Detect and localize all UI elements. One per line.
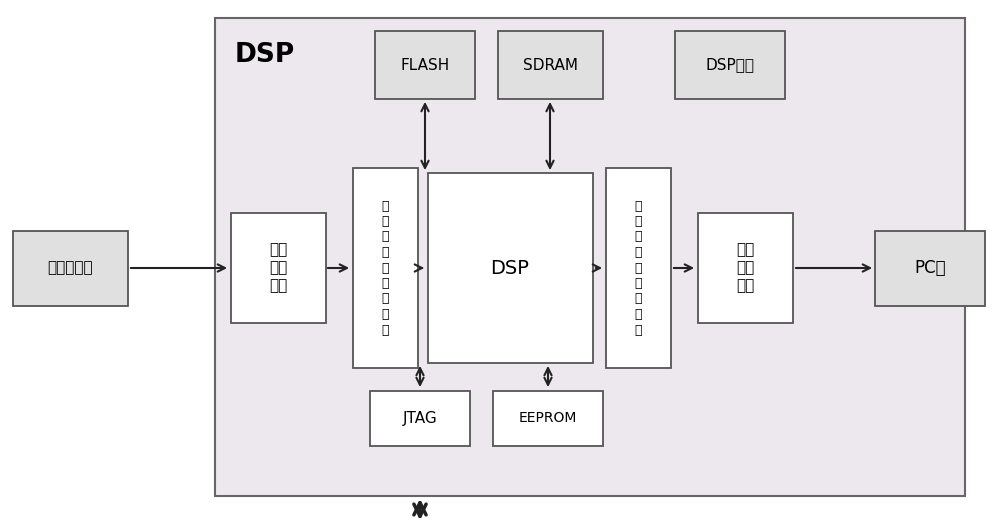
- Text: PC机: PC机: [914, 259, 946, 277]
- Bar: [606, 168, 670, 368]
- Text: EEPROM: EEPROM: [519, 411, 577, 425]
- Bar: [875, 231, 985, 305]
- Text: 以太网相机: 以太网相机: [47, 261, 93, 276]
- Text: DSP: DSP: [491, 259, 529, 278]
- Bar: [12, 231, 128, 305]
- Text: DSP: DSP: [235, 42, 295, 68]
- Text: FLASH: FLASH: [400, 57, 450, 73]
- Text: SDRAM: SDRAM: [522, 57, 578, 73]
- Bar: [493, 391, 603, 446]
- Bar: [375, 31, 475, 99]
- Text: 以
太
网
输
出
控
制
芯
片: 以 太 网 输 出 控 制 芯 片: [634, 199, 642, 337]
- Bar: [498, 31, 602, 99]
- Bar: [230, 213, 326, 323]
- Text: 以
太
网
输
入
控
制
芯
片: 以 太 网 输 入 控 制 芯 片: [381, 199, 389, 337]
- Text: JTAG: JTAG: [403, 411, 437, 426]
- Bar: [428, 173, 592, 363]
- Bar: [370, 391, 470, 446]
- Bar: [352, 168, 418, 368]
- Text: 输出
以太
网口: 输出 以太 网口: [736, 243, 754, 294]
- Bar: [215, 18, 965, 496]
- Bar: [675, 31, 785, 99]
- Text: 输入
以太
网口: 输入 以太 网口: [269, 243, 287, 294]
- Bar: [698, 213, 792, 323]
- Text: DSP电源: DSP电源: [706, 57, 755, 73]
